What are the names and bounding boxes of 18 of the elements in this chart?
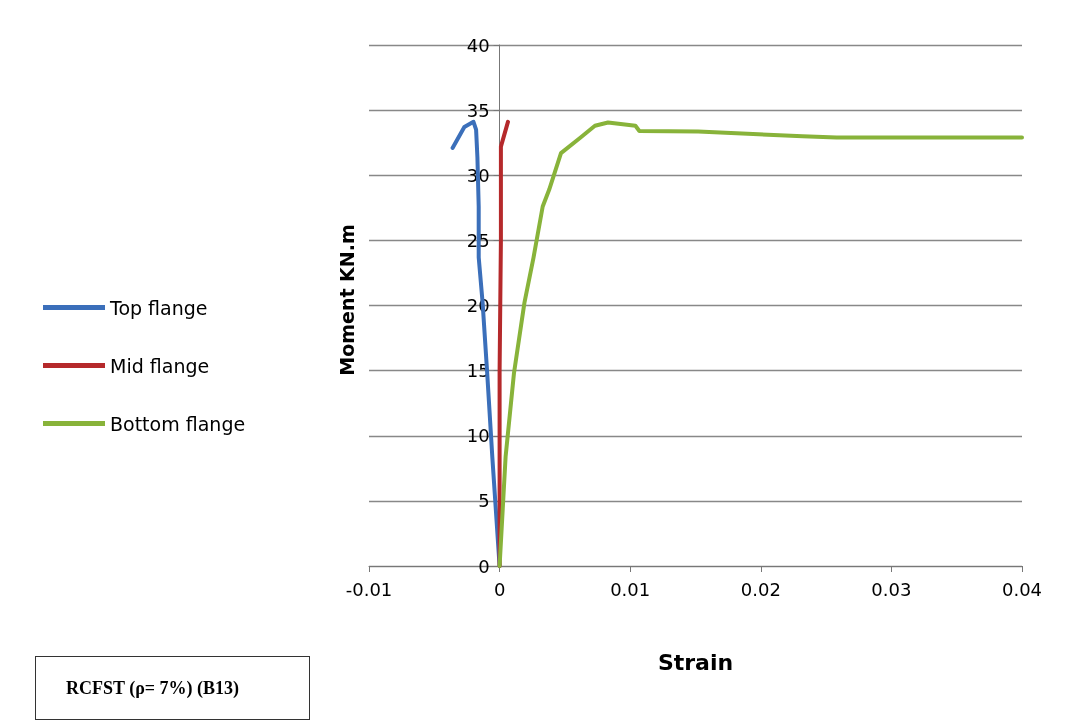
y-tick-label: 0: [478, 555, 490, 577]
y-tick-label: 10: [466, 425, 490, 447]
x-tick-label: -0.01: [345, 578, 393, 600]
legend-label: Mid flange: [110, 354, 210, 377]
x-tick-label: 0.04: [1001, 578, 1043, 600]
line-series: [497, 120, 1024, 568]
y-axis-title: Moment KN.m: [336, 224, 358, 376]
y-tick-label: 35: [466, 99, 490, 121]
x-axis-title: Strain: [657, 649, 734, 675]
text: RCFST (ρ= 7%) (B13): [35, 656, 310, 720]
x-tick-label: 0.03: [871, 578, 912, 600]
x-tick-label: 0.02: [740, 578, 781, 600]
x-tick-label: 0: [493, 578, 506, 600]
legend-label: Bottom flange: [110, 412, 246, 435]
y-tick-label: 40: [466, 34, 490, 56]
y-tick-label: 5: [478, 490, 490, 512]
legend-label: Top flange: [109, 296, 208, 319]
x-tick-label: 0.01: [610, 578, 651, 600]
